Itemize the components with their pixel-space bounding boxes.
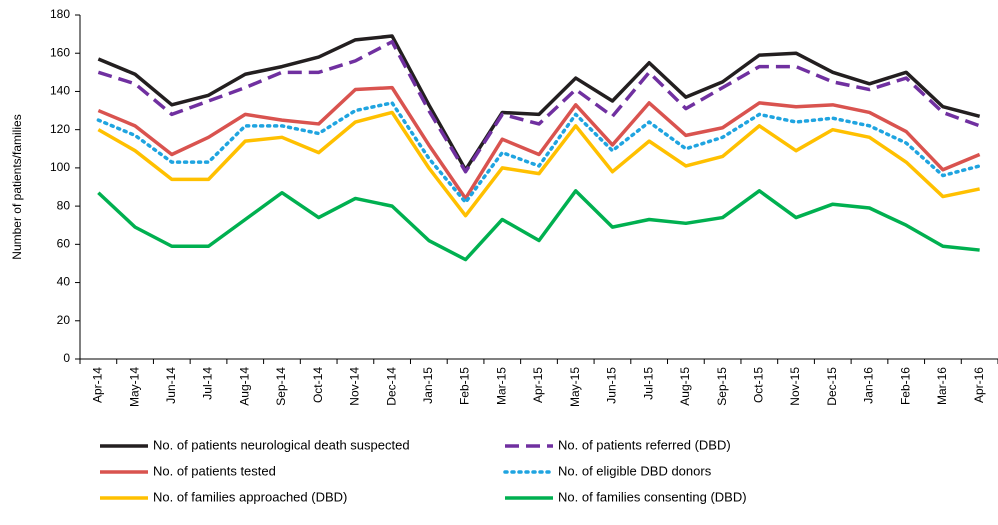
x-tick-label: Feb-16 [898, 367, 912, 405]
y-tick-label: 40 [57, 275, 71, 289]
x-tick-label: Apr-14 [91, 367, 105, 403]
x-tick-label: Mar-15 [494, 367, 508, 405]
x-tick-label: Jul-15 [641, 367, 655, 400]
series-line [97, 85, 981, 201]
x-tick-label: Sep-15 [715, 367, 729, 406]
series-line [97, 110, 980, 218]
legend-label: No. of patients referred (DBD) [558, 437, 731, 452]
series-line [97, 34, 981, 172]
y-tick-label: 140 [50, 84, 70, 98]
y-tick-label: 180 [50, 7, 70, 21]
x-tick-label: Dec-14 [384, 367, 398, 406]
x-tick-label: Jun-15 [605, 367, 619, 404]
x-tick-label: Oct-15 [751, 367, 765, 403]
y-tick-label: 0 [63, 351, 70, 365]
x-tick-label: Feb-15 [458, 367, 472, 405]
x-tick-label: May-15 [568, 367, 582, 407]
series-line [96, 101, 982, 205]
y-tick-label: 20 [57, 313, 71, 327]
x-tick-label: Nov-15 [788, 367, 802, 406]
x-tick-label: Mar-16 [935, 367, 949, 405]
x-tick-label: Apr-16 [972, 367, 986, 403]
series-line [97, 189, 980, 262]
x-tick-label: Aug-15 [678, 367, 692, 406]
x-tick-label: Jun-14 [164, 367, 178, 404]
x-tick-label: Jan-15 [421, 367, 435, 404]
x-tick-label: Jan-16 [862, 367, 876, 404]
legend-label: No. of families approached (DBD) [153, 489, 347, 504]
x-tick-label: Jul-14 [201, 367, 215, 400]
legend-label: No. of patients tested [153, 463, 276, 478]
y-tick-label: 100 [50, 160, 70, 174]
series-line [97, 40, 981, 174]
legend-label: No. of eligible DBD donors [558, 463, 712, 478]
x-tick-label: May-14 [127, 367, 141, 407]
y-tick-label: 60 [57, 237, 71, 251]
x-tick-label: Apr-15 [531, 367, 545, 403]
x-tick-label: Dec-15 [825, 367, 839, 406]
x-tick-label: Aug-14 [237, 367, 251, 406]
y-tick-label: 80 [57, 198, 71, 212]
legend-label: No. of families consenting (DBD) [558, 489, 747, 504]
legend-label: No. of patients neurological death suspe… [153, 437, 410, 452]
x-tick-label: Sep-14 [274, 367, 288, 406]
y-tick-label: 120 [50, 122, 70, 136]
legend: No. of patients neurological death suspe… [100, 437, 747, 504]
y-tick-label: 160 [50, 45, 70, 59]
y-axis-title: Number of patients/families [10, 114, 24, 259]
x-tick-label: Oct-14 [311, 367, 325, 403]
x-tick-label: Nov-14 [348, 367, 362, 406]
